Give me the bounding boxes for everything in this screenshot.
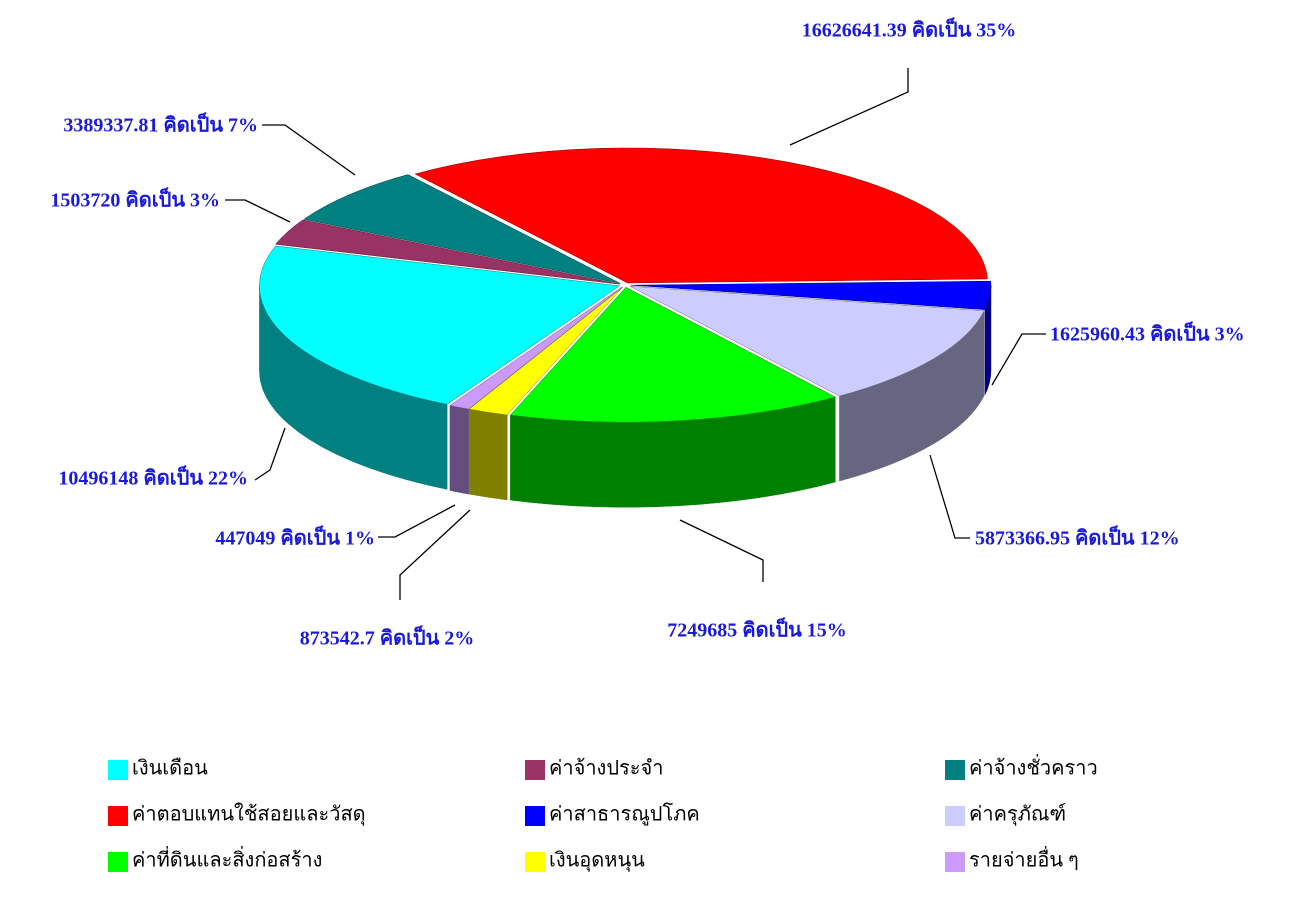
slice — [303, 174, 621, 284]
legend-swatch — [525, 852, 545, 872]
legend-label: ค่าครุภัณฑ์ — [969, 803, 1066, 827]
leader-line — [399, 509, 471, 600]
slice — [629, 285, 985, 397]
legend-swatch — [945, 806, 965, 826]
leader-line — [679, 519, 764, 582]
legend-label: เงินอุดหนุน — [549, 850, 645, 873]
legend-swatch — [945, 760, 965, 780]
legend-label: รายจ่ายอื่น ๆ — [969, 846, 1079, 872]
legend-label: ค่าสาธารณูปโภค — [549, 803, 700, 827]
legend-label: ค่าจ้างชั่วคราว — [969, 754, 1098, 780]
slice — [259, 245, 621, 405]
data-label: 16626641.39 คิดเป็น 35% — [802, 17, 1017, 42]
slice-side — [468, 408, 508, 501]
legend-swatch — [108, 806, 128, 826]
leader-line — [262, 124, 356, 176]
leader-line — [789, 68, 909, 146]
slice — [449, 286, 623, 410]
legend-swatch — [525, 806, 545, 826]
slice — [468, 286, 623, 416]
data-label: 5873366.95 คิดเป็น 12% — [975, 525, 1180, 550]
legend-label: ค่าจ้างประจำ — [549, 758, 663, 780]
leader-line — [254, 427, 286, 481]
slice — [630, 280, 992, 310]
legend-swatch — [525, 760, 545, 780]
data-label: 10496148 คิดเป็น 22% — [58, 465, 248, 490]
legend-swatch — [108, 760, 128, 780]
legend-label: ค่าที่ดินและสิ่งก่อสร้าง — [132, 846, 322, 872]
data-label: 447049 คิดเป็น 1% — [215, 525, 375, 550]
data-label: 873542.7 คิดเป็น 2% — [300, 625, 475, 650]
data-label: 1625960.43 คิดเป็น 3% — [1050, 321, 1245, 346]
legend-label: เงินเดือน — [132, 758, 208, 780]
slice — [414, 147, 988, 284]
data-label: 3389337.81 คิดเป็น 7% — [63, 112, 258, 137]
legend-label: ค่าตอบแทนใช้สอยและวัสดุ — [132, 803, 366, 827]
data-label: 7249685 คิดเป็น 15% — [667, 617, 847, 642]
slice-side — [449, 405, 469, 495]
leader-line — [378, 504, 456, 538]
slice — [275, 219, 620, 285]
legend-swatch — [945, 852, 965, 872]
legend-swatch — [108, 852, 128, 872]
slice — [509, 286, 836, 423]
data-label: 1503720 คิดเป็น 3% — [50, 187, 220, 212]
leader-line — [225, 199, 291, 223]
leader-line — [991, 333, 1046, 386]
leader-line — [929, 454, 970, 539]
